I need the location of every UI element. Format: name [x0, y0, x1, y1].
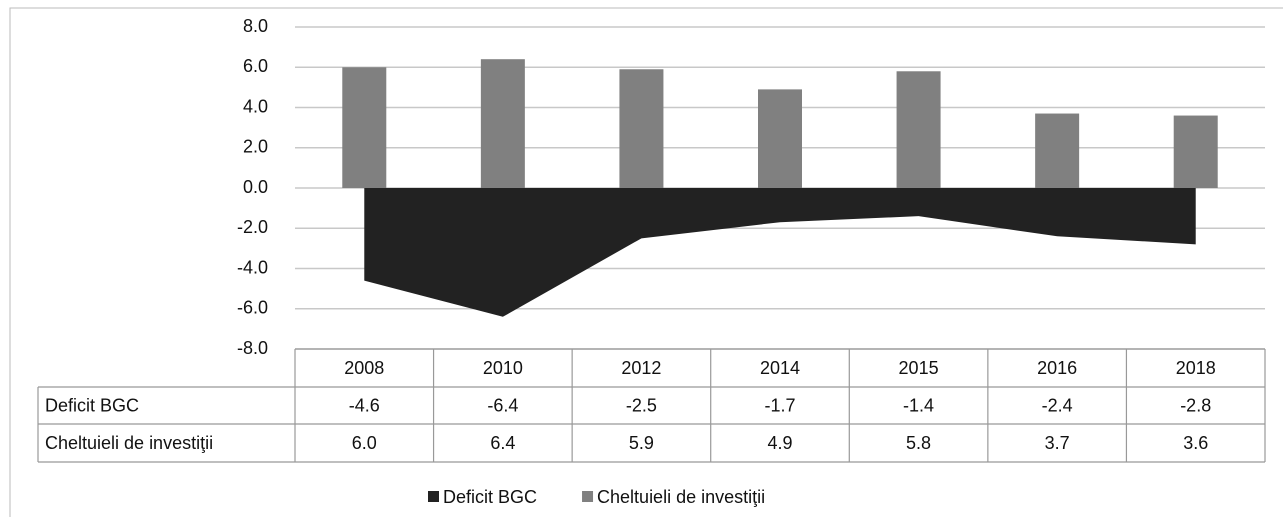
bar — [1173, 115, 1218, 188]
y-tick-label: -8.0 — [237, 338, 268, 358]
x-tick-label: 2008 — [344, 358, 384, 378]
x-tick-label: 2018 — [1176, 358, 1216, 378]
bar — [896, 71, 941, 188]
table-cell: -1.7 — [764, 395, 795, 415]
legend-label: Cheltuieli de investiţii — [597, 487, 765, 507]
table-cell: 6.0 — [352, 433, 377, 453]
table-cell: -2.5 — [626, 395, 657, 415]
y-tick-label: -6.0 — [237, 298, 268, 318]
table-cell: -4.6 — [349, 395, 380, 415]
bar — [342, 67, 387, 188]
y-tick-label: 4.0 — [243, 96, 268, 116]
bar — [1035, 113, 1080, 188]
x-tick-label: 2014 — [760, 358, 800, 378]
bar — [758, 89, 802, 188]
y-tick-label: 2.0 — [243, 137, 268, 157]
bar — [480, 59, 525, 189]
y-tick-label: 6.0 — [243, 56, 268, 76]
table-cell: -2.4 — [1042, 395, 1073, 415]
y-tick-label: 0.0 — [243, 177, 268, 197]
table-cell: 4.9 — [767, 433, 792, 453]
table-cell: 3.7 — [1045, 433, 1070, 453]
table-cell: 6.4 — [490, 433, 515, 453]
y-tick-label: -4.0 — [237, 257, 268, 277]
chart-border — [9, 7, 1283, 517]
table-cell: 3.6 — [1183, 433, 1208, 453]
table-row-label: Deficit BGC — [45, 395, 139, 415]
table-cell: -6.4 — [487, 395, 518, 415]
x-tick-label: 2012 — [621, 358, 661, 378]
table-cell: 5.9 — [629, 433, 654, 453]
x-tick-label: 2010 — [483, 358, 523, 378]
area — [364, 188, 1196, 317]
table-cell: 5.8 — [906, 433, 931, 453]
y-tick-label: -2.0 — [237, 217, 268, 237]
legend-swatch — [428, 491, 439, 502]
table-cell: -1.4 — [903, 395, 934, 415]
legend-label: Deficit BGC — [443, 487, 537, 507]
table-row-label: Cheltuieli de investiţii — [45, 433, 213, 453]
y-tick-label: 8.0 — [243, 16, 268, 36]
x-tick-label: 2016 — [1037, 358, 1077, 378]
x-tick-label: 2015 — [899, 358, 939, 378]
legend-swatch — [582, 491, 594, 502]
table-cell: -2.8 — [1180, 395, 1211, 415]
bar — [619, 69, 664, 188]
